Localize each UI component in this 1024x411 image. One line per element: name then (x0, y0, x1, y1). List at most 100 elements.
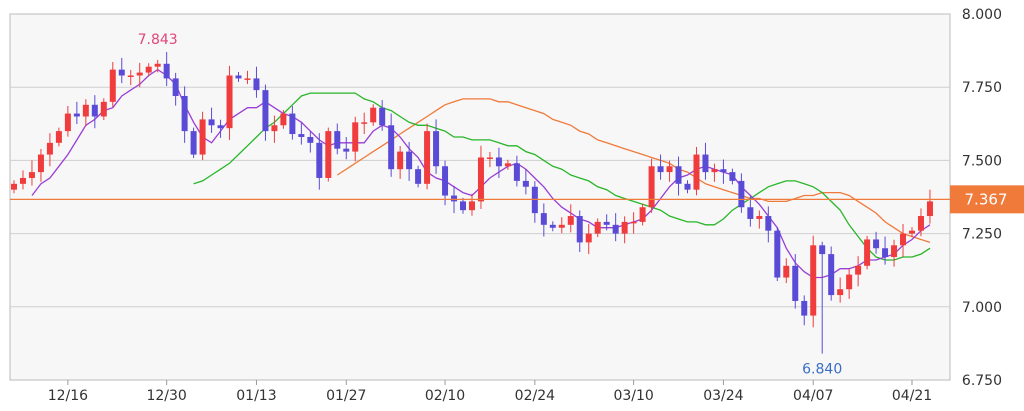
y-tick-label: 6.750 (962, 373, 1002, 389)
candle-down (451, 195, 458, 202)
x-tick-label: 03/10 (613, 388, 653, 404)
candle-down (702, 154, 709, 173)
candle-up (361, 122, 368, 124)
candle-up (55, 131, 62, 143)
ma-long-line (336, 98, 931, 244)
candle-up (585, 233, 592, 243)
candle-down (235, 75, 242, 79)
candle-down (181, 95, 188, 132)
candle-down (792, 265, 799, 301)
candle-down (522, 180, 529, 187)
candle-down (433, 131, 440, 167)
candle-down (163, 63, 170, 79)
candle-up (855, 265, 862, 275)
candle-up (693, 154, 700, 190)
candle-up (567, 216, 574, 225)
x-tick-label: 01/13 (236, 388, 276, 404)
candle-down (657, 166, 664, 173)
y-tick-label: 7.000 (962, 300, 1002, 316)
candle-down (334, 131, 341, 149)
candle-down (675, 166, 682, 184)
x-tick-label: 02/10 (425, 388, 465, 404)
candle-up (28, 172, 35, 178)
candle-up (756, 216, 763, 219)
candle-up (352, 122, 359, 152)
candle-down (540, 213, 547, 225)
x-tick-label: 12/16 (48, 388, 88, 404)
candle-up (846, 274, 853, 290)
candle-down (289, 113, 296, 135)
candle-up (100, 101, 107, 117)
y-axis: 8.000 7.750 7.500 7.250 7.000 6.750 (962, 7, 1002, 389)
candle-down (118, 69, 125, 76)
y-tick-label: 7.750 (962, 80, 1002, 96)
candle-up (477, 157, 484, 202)
candle-up (630, 221, 637, 224)
y-tick-label: 7.500 (962, 153, 1002, 169)
candle-down (828, 254, 835, 296)
candle-up (325, 131, 332, 178)
x-tick-label: 01/27 (326, 388, 366, 404)
candle-down (172, 78, 179, 96)
candle-up (424, 131, 431, 184)
candle-down (549, 224, 556, 228)
candle-up (468, 201, 475, 211)
y-tick-label: 8.000 (962, 7, 1002, 23)
candle-down (495, 157, 502, 167)
candle-down (388, 125, 395, 170)
candle-down (603, 221, 610, 225)
candle-down (612, 224, 619, 234)
candle-down (307, 136, 314, 143)
candle-down (738, 180, 745, 208)
candle-up (280, 113, 287, 126)
candle-up (199, 119, 206, 155)
x-tick-label: 03/24 (703, 388, 743, 404)
candle-down (73, 113, 80, 117)
low-annotation: 6.840 (802, 362, 842, 378)
high-annotation: 7.843 (138, 32, 178, 48)
candle-up (11, 183, 17, 190)
candle-up (226, 75, 233, 129)
candle-down (442, 166, 449, 196)
current-price-label: 7.367 (965, 190, 1008, 208)
x-axis-ticks: 12/16 12/30 01/13 01/27 02/10 02/24 03/10 03/24… (48, 380, 932, 404)
candle-up (711, 169, 718, 173)
candle-up (37, 154, 44, 173)
candle-up (486, 157, 493, 159)
candle-down (882, 248, 889, 258)
candle-up (621, 221, 628, 234)
candle-up (154, 63, 161, 67)
candle-up (145, 66, 152, 73)
current-price-badge (950, 185, 1024, 214)
y-tick-label: 7.250 (962, 227, 1002, 243)
candle-down (684, 183, 691, 190)
candle-up (82, 104, 89, 117)
candle-up (136, 72, 143, 76)
ma-mid-line (193, 92, 931, 261)
candle-down (873, 239, 880, 249)
candle-down (262, 90, 269, 132)
candle-down (208, 119, 215, 126)
candle-down (774, 230, 781, 278)
x-tick-label: 04/21 (892, 388, 932, 404)
candle-up (783, 265, 790, 278)
candle-down (765, 216, 772, 231)
candle-up (558, 224, 565, 228)
x-tick-label: 12/30 (146, 388, 186, 404)
candle-up (64, 113, 71, 132)
candle-down (190, 131, 197, 155)
candle-down (513, 163, 520, 181)
candle-up (639, 207, 646, 222)
candle-down (720, 169, 727, 173)
candle-up (109, 69, 116, 102)
candle-down (316, 142, 323, 178)
candle-down (819, 245, 826, 255)
candle-down (91, 104, 98, 117)
candle-up (271, 125, 278, 132)
candle-up (810, 245, 817, 316)
candle-up (397, 151, 404, 170)
candle-up (594, 221, 601, 234)
candle-up (504, 163, 511, 167)
candle-up (891, 245, 898, 258)
